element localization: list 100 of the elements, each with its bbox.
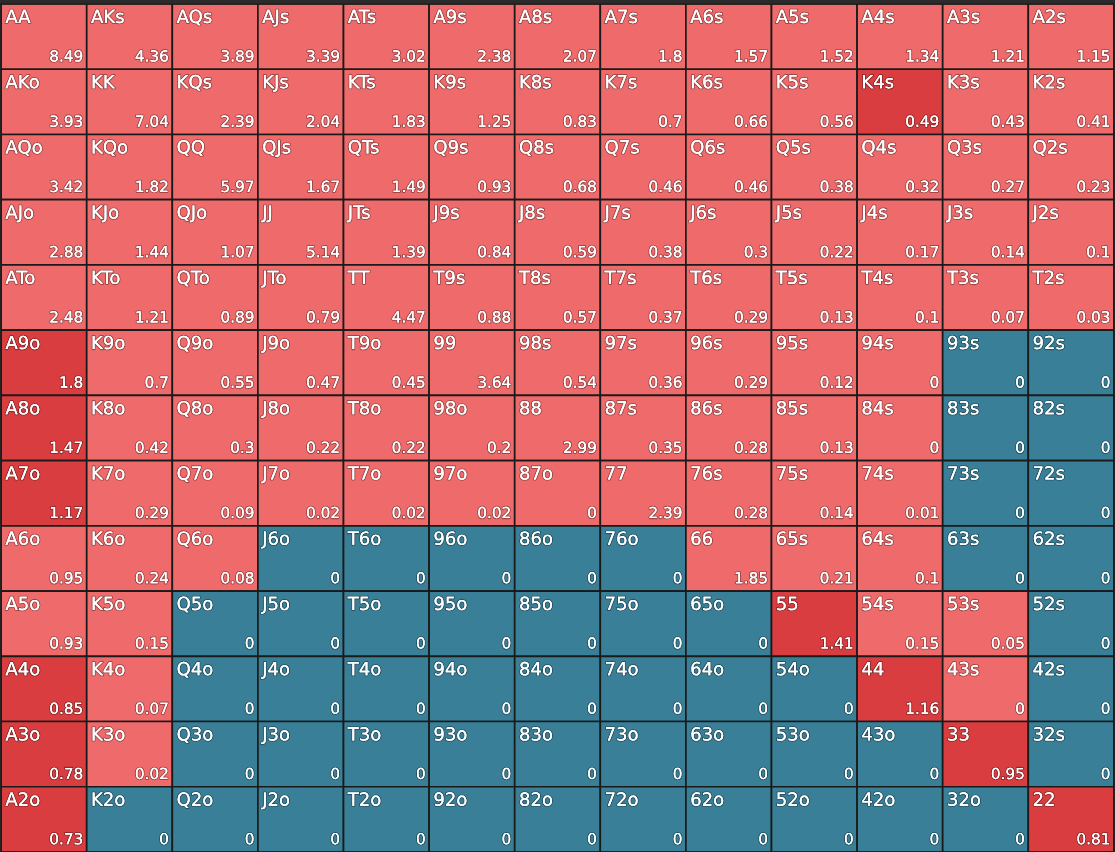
data-label: 0.95 <box>50 571 82 584</box>
data-label: 0.24 <box>135 571 169 584</box>
data-label: 0.07 <box>991 311 1024 323</box>
data-label: 0.1 <box>915 311 938 323</box>
data-label: 0 <box>673 767 682 780</box>
data-label: 0.78 <box>50 767 83 780</box>
annotation: A3o <box>5 727 40 741</box>
data-label: 1.85 <box>735 571 767 584</box>
annotation: Q5o <box>177 596 213 613</box>
data-label: 2.39 <box>221 115 254 127</box>
data-label: 0 <box>588 506 596 519</box>
data-label: 0 <box>1101 702 1110 715</box>
annotation: 32o <box>948 792 980 806</box>
data-label: 0 <box>588 637 596 649</box>
annotation: Q4o <box>177 661 213 678</box>
data-label: 3.02 <box>392 50 425 62</box>
data-label: 0 <box>673 832 682 845</box>
data-label: 0.15 <box>906 637 938 649</box>
annotation: T7s <box>604 270 636 285</box>
annotation: 53s <box>948 596 979 611</box>
annotation: KTo <box>92 270 120 285</box>
annotation: A5s <box>775 9 809 24</box>
data-label: 0.47 <box>307 376 339 388</box>
data-label: 0 <box>245 767 254 780</box>
annotation: K6s <box>691 74 723 89</box>
annotation: T2s <box>1032 270 1064 285</box>
data-label: 0 <box>844 702 853 715</box>
annotation: 93o <box>434 727 467 741</box>
data-label: 1.21 <box>136 311 168 323</box>
data-label: 0.13 <box>820 311 853 323</box>
data-label: 0.21 <box>820 571 853 584</box>
annotation: J4o <box>261 662 290 679</box>
annotation: Q3s <box>947 140 982 156</box>
annotation: Q6o <box>177 531 213 548</box>
annotation: AQs <box>176 9 212 26</box>
data-label: 1.41 <box>821 637 853 649</box>
annotation: 93s <box>948 335 979 350</box>
annotation: 65s <box>777 531 808 546</box>
data-label: 0.29 <box>735 376 767 388</box>
data-label: 0.68 <box>563 180 596 193</box>
annotation: JTo <box>261 270 286 288</box>
annotation: 77 <box>606 466 627 480</box>
annotation: A7s <box>604 9 637 24</box>
data-label: 0.32 <box>906 180 938 193</box>
data-label: 1.8 <box>60 376 83 388</box>
annotation: J4s <box>860 205 887 223</box>
annotation: T3o <box>347 727 381 741</box>
annotation: 83o <box>520 727 553 741</box>
annotation: 94o <box>434 661 467 676</box>
data-label: 0 <box>673 637 682 649</box>
annotation: 98s <box>520 335 551 350</box>
data-label: 1.17 <box>50 506 82 519</box>
data-label: 0.15 <box>135 637 168 649</box>
annotation: KTs <box>349 75 375 89</box>
data-label: 0 <box>930 832 939 845</box>
annotation: T6o <box>347 531 381 546</box>
annotation: 84s <box>862 400 893 415</box>
annotation: K3s <box>948 74 979 89</box>
data-label: 0 <box>1101 767 1110 780</box>
annotation: Q9o <box>177 335 213 352</box>
data-label: 0.27 <box>991 180 1024 193</box>
annotation: 99 <box>434 335 456 350</box>
data-label: 0.29 <box>135 506 168 519</box>
annotation: K4s <box>863 75 894 89</box>
data-label: 0 <box>930 376 939 388</box>
annotation: A7o <box>5 466 40 480</box>
annotation: 52s <box>1033 596 1065 611</box>
data-label: 0.02 <box>392 506 425 519</box>
annotation: A8s <box>519 9 552 24</box>
data-label: 2.88 <box>50 245 83 258</box>
annotation: 98o <box>434 400 467 415</box>
data-label: 0 <box>416 637 425 649</box>
data-label: 0 <box>331 571 340 584</box>
annotation: 72s <box>1034 466 1065 480</box>
annotation: A2o <box>5 792 40 806</box>
data-label: 0.1 <box>1087 245 1110 258</box>
annotation: J5o <box>261 596 290 614</box>
data-label: 0 <box>1101 637 1110 649</box>
data-label: 0 <box>502 571 511 584</box>
data-label: 1.34 <box>906 50 939 62</box>
data-label: 1.82 <box>136 180 168 193</box>
annotation: 64o <box>691 661 724 676</box>
annotation: KQs <box>178 74 212 91</box>
data-label: 0.42 <box>135 441 168 454</box>
annotation: 76s <box>691 466 722 480</box>
annotation: 62o <box>691 792 724 806</box>
annotation: 42s <box>1033 661 1065 676</box>
annotation: A8o <box>5 400 40 415</box>
data-label: 0.1 <box>915 571 938 584</box>
data-label: 0.02 <box>135 767 168 780</box>
annotation: A9s <box>433 9 466 24</box>
data-label: 0 <box>1016 702 1024 715</box>
data-label: 0.41 <box>1077 115 1110 127</box>
data-label: 0 <box>1101 571 1110 584</box>
annotation: 22 <box>1033 792 1054 806</box>
annotation: 92o <box>434 792 467 806</box>
annotation: 97o <box>434 466 467 480</box>
data-label: 0 <box>844 832 853 845</box>
data-label: 0.54 <box>563 376 597 388</box>
annotation: 42o <box>862 792 895 806</box>
